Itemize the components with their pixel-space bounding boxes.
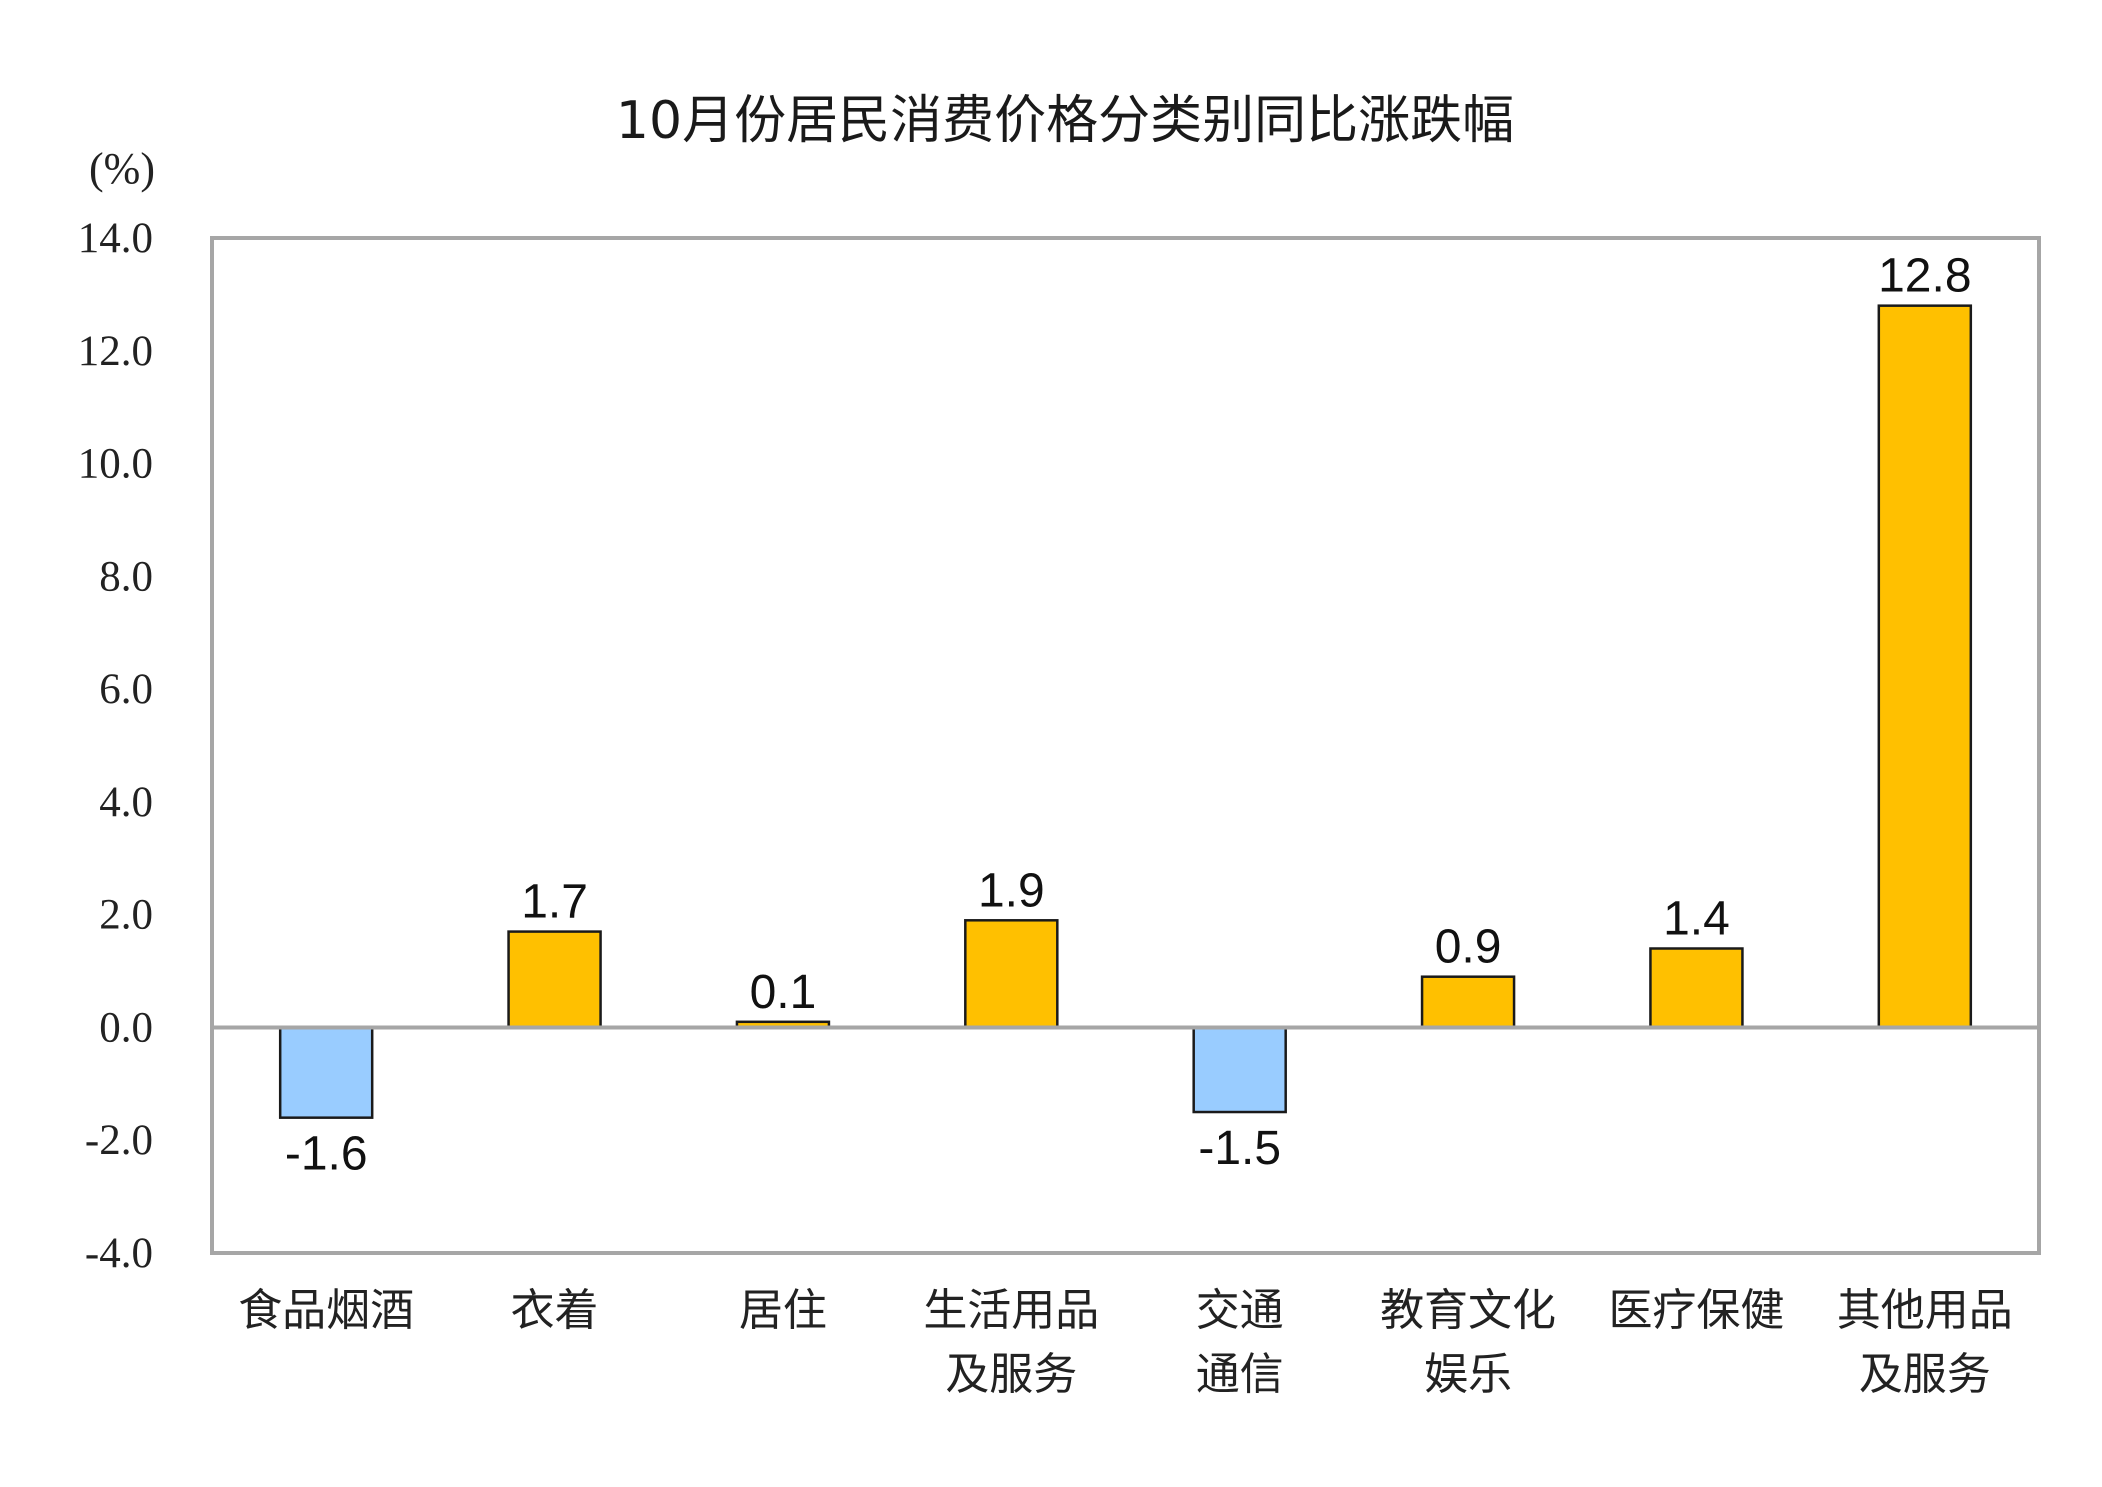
chart-title: 10月份居民消费价格分类别同比涨跌幅 bbox=[616, 91, 1514, 151]
category-label: 食品烟酒 bbox=[238, 1285, 414, 1336]
data-label: -1.6 bbox=[285, 1128, 368, 1181]
bar bbox=[1877, 304, 1973, 1029]
category-label: 及服务 bbox=[945, 1349, 1077, 1400]
data-label: 1.9 bbox=[978, 864, 1045, 917]
category-label: 交通 bbox=[1196, 1285, 1284, 1336]
y-tick-label: 2.0 bbox=[99, 892, 153, 939]
y-tick-label: 10.0 bbox=[78, 441, 153, 488]
category-label: 医疗保健 bbox=[1608, 1285, 1784, 1336]
y-axis-unit: (%) bbox=[89, 144, 155, 193]
y-tick-label: 4.0 bbox=[99, 779, 153, 826]
y-tick-label: 12.0 bbox=[78, 328, 153, 375]
y-tick-label: 8.0 bbox=[99, 553, 153, 600]
category-label: 其他用品 bbox=[1837, 1285, 2013, 1336]
category-label: 居住 bbox=[739, 1285, 827, 1336]
y-tick-label: 14.0 bbox=[78, 215, 153, 262]
bar bbox=[1420, 975, 1516, 1029]
bar bbox=[1192, 1026, 1287, 1114]
bar bbox=[964, 919, 1059, 1029]
bar bbox=[1649, 947, 1744, 1029]
data-label: 12.8 bbox=[1878, 250, 1971, 303]
category-label: 通信 bbox=[1196, 1349, 1284, 1400]
y-tick-label: 6.0 bbox=[99, 666, 153, 713]
plot-area-frame bbox=[210, 236, 2041, 1255]
bars bbox=[278, 304, 1973, 1119]
data-label: 1.7 bbox=[521, 876, 588, 929]
y-tick-label: 0.0 bbox=[99, 1004, 153, 1051]
data-label: -1.5 bbox=[1198, 1122, 1281, 1175]
category-label: 衣着 bbox=[511, 1285, 599, 1336]
bar bbox=[507, 930, 602, 1029]
y-tick-label: -2.0 bbox=[85, 1117, 153, 1164]
category-label: 教育文化 bbox=[1380, 1285, 1556, 1336]
category-label: 生活用品 bbox=[923, 1285, 1099, 1336]
data-labels: -1.6 1.7 0.1 1.9 -1.5 0.9 1.4 12.8 bbox=[285, 250, 1972, 1181]
y-axis-ticks: 14.0 12.0 10.0 8.0 6.0 4.0 2.0 0.0 -2.0 -4.0 bbox=[78, 215, 153, 1277]
y-tick-label: -4.0 bbox=[85, 1230, 153, 1277]
category-label: 及服务 bbox=[1859, 1349, 1991, 1400]
data-label: 0.9 bbox=[1435, 921, 1502, 974]
category-label: 娱乐 bbox=[1424, 1349, 1512, 1400]
data-label: 0.1 bbox=[750, 966, 817, 1019]
data-label: 1.4 bbox=[1663, 893, 1730, 946]
bar bbox=[278, 1026, 374, 1119]
